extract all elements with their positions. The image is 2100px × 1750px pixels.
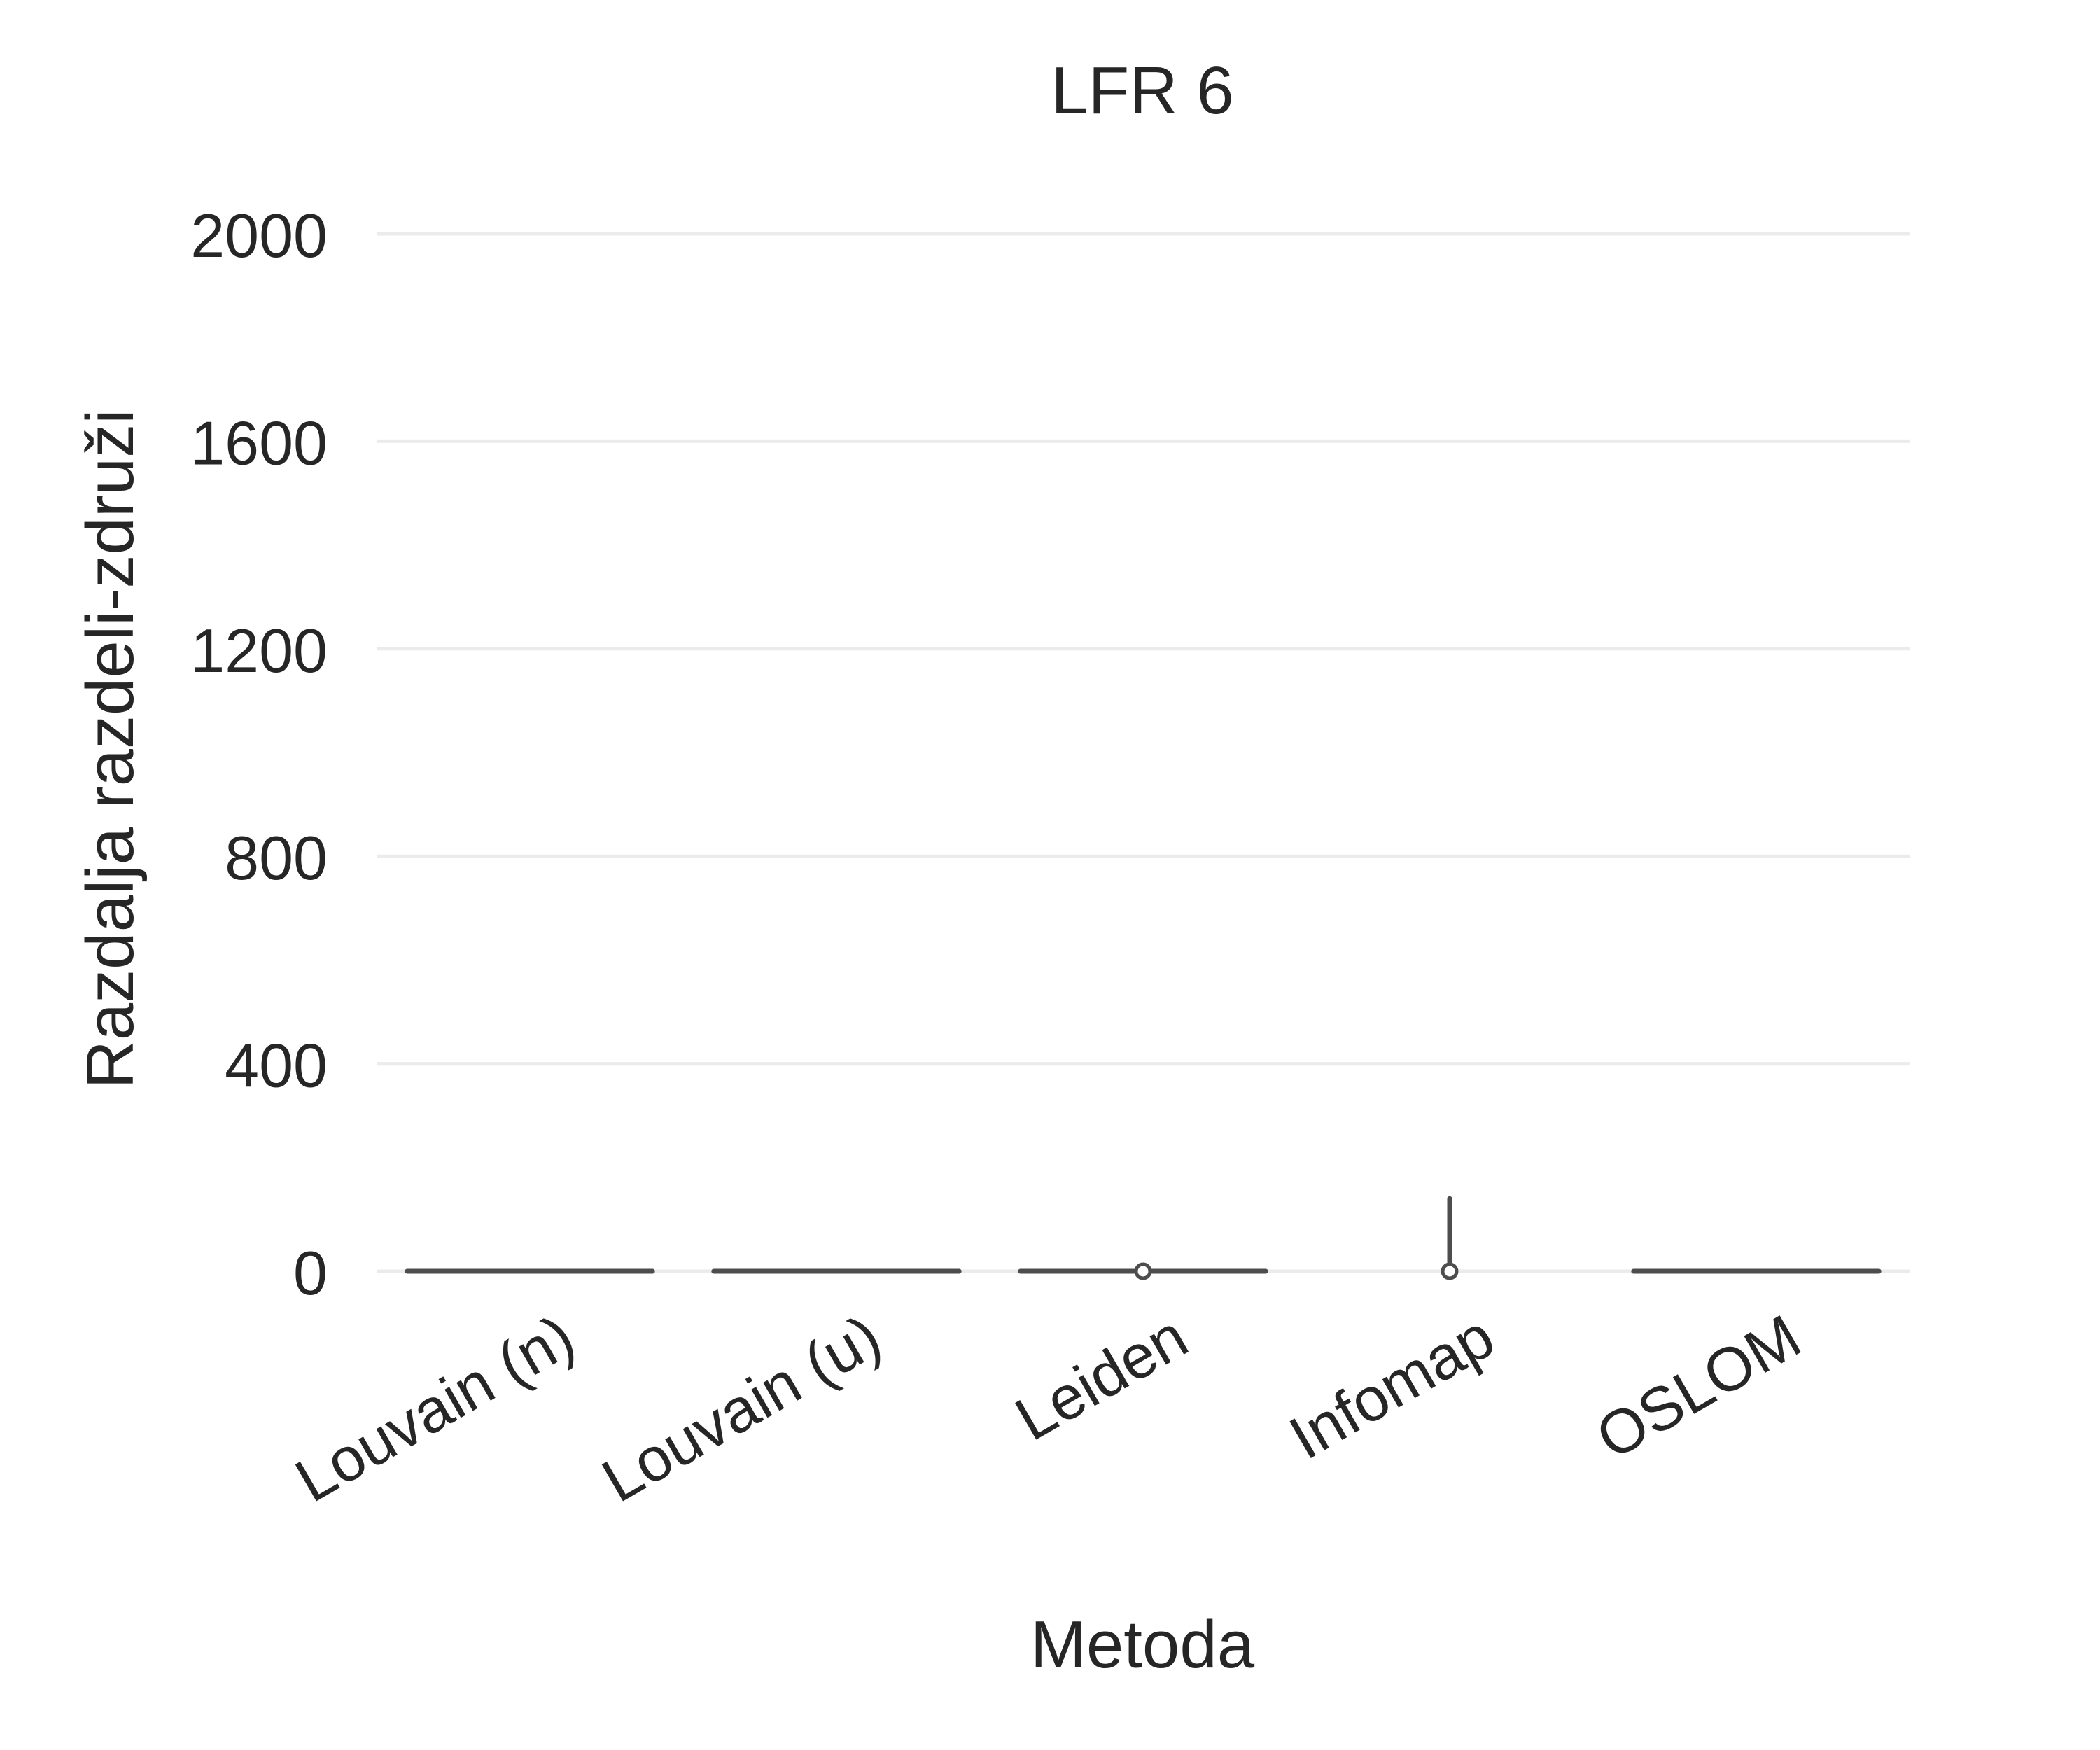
y-tick-label-800: 800 (225, 823, 328, 892)
y-tick-label-1200: 1200 (190, 616, 328, 685)
violin-marks (405, 1196, 1882, 1280)
y-tick-label-2000: 2000 (190, 201, 328, 270)
median-point-leiden (1134, 1262, 1152, 1280)
x-tick-label-louvain-n: Louvain (n) (284, 1301, 586, 1516)
y-tick-labels: 0 400 800 1200 1600 2000 (190, 201, 328, 1308)
median-point-infomap (1441, 1262, 1459, 1280)
x-axis-label: Metoda (1030, 1607, 1255, 1682)
x-tick-labels: Louvain (n) Louvain (u) Leiden Infomap OSLOM (284, 1301, 1812, 1516)
x-tick-label-infomap: Infomap (1278, 1301, 1506, 1473)
y-tick-label-1600: 1600 (190, 408, 328, 477)
gridlines (377, 232, 1910, 1273)
y-tick-label-0: 0 (293, 1238, 328, 1308)
chart-title: LFR 6 (1051, 53, 1233, 128)
y-tick-label-400: 400 (225, 1031, 328, 1100)
x-tick-label-louvain-u: Louvain (u) (591, 1301, 892, 1516)
x-tick-label-leiden: Leiden (1004, 1301, 1198, 1454)
y-axis-label: Razdalja razdeli-združi (73, 409, 148, 1088)
x-tick-label-oslom: OSLOM (1585, 1301, 1812, 1473)
